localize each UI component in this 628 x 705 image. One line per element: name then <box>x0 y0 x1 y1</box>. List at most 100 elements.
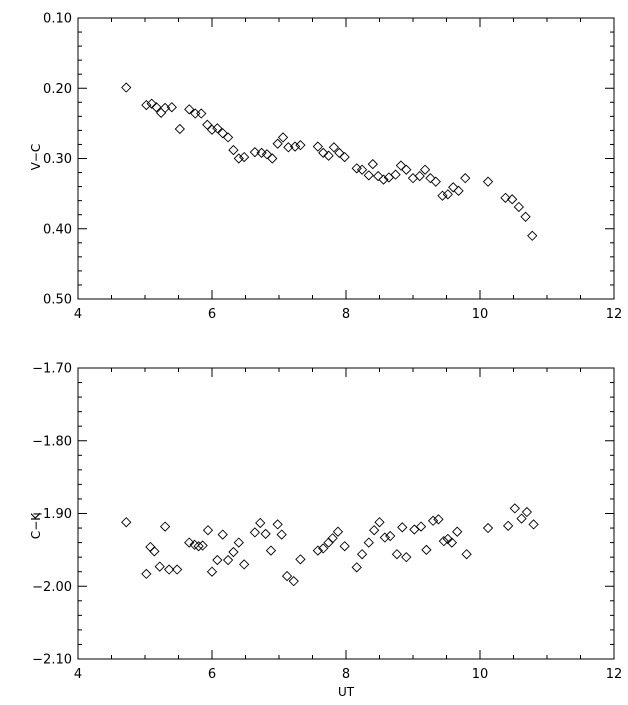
vc-data-point <box>121 82 132 93</box>
vc-data-point <box>256 147 267 159</box>
vc-ytick-label: 0.50 <box>43 293 72 308</box>
ck-ylabel: C−K <box>29 512 43 539</box>
vc-data-point <box>356 164 368 175</box>
vc-data-point <box>312 141 323 152</box>
ck-data-point <box>239 559 250 570</box>
ck-data-point <box>452 526 463 537</box>
vc-data-point <box>351 163 362 174</box>
vc-data-point <box>460 173 471 184</box>
vc-data-point <box>295 140 306 151</box>
ck-data-point <box>222 554 234 566</box>
ck-xtick-label: 10 <box>472 667 489 682</box>
ck-data-point <box>312 545 323 556</box>
vc-ytick-label: 0.10 <box>43 12 72 27</box>
ck-data-point <box>288 576 299 587</box>
vc-panel: V−C 4 6 8 10 12 0.10 0.20 0.30 0.40 0.50 <box>29 12 622 323</box>
vc-data-point <box>419 164 431 175</box>
ck-data-point <box>528 519 539 530</box>
ck-data-point <box>397 522 408 533</box>
ck-data-point <box>421 544 432 556</box>
vc-data-point <box>184 104 195 115</box>
vc-ytick-label: 0.40 <box>43 222 72 237</box>
vc-data-point <box>339 151 350 163</box>
ck-data-point <box>446 537 457 548</box>
ck-data-point <box>521 506 533 518</box>
ck-data-point <box>212 554 223 566</box>
vc-data-point <box>217 128 228 139</box>
vc-data-point <box>202 119 213 130</box>
ck-data-point <box>327 533 338 544</box>
vc-data-point <box>323 150 334 161</box>
ck-data-point <box>260 528 271 540</box>
ck-data-point <box>409 524 420 535</box>
vc-data-point <box>328 142 340 153</box>
vc-data-point <box>146 98 157 109</box>
ck-data-point <box>141 568 152 580</box>
ck-data-point <box>272 519 283 530</box>
ck-data-point <box>281 570 293 582</box>
ck-ytick-label: −2.10 <box>32 653 72 668</box>
vc-data-point <box>206 124 218 135</box>
vc-data-point <box>500 192 511 203</box>
vc-data-point <box>334 147 345 159</box>
ck-data-point <box>482 522 494 534</box>
vc-data-point <box>267 153 278 164</box>
ck-data-point <box>516 513 527 524</box>
vc-ylabel: V−C <box>29 144 43 171</box>
ck-ytick-label: −1.70 <box>32 362 72 377</box>
ck-data-point <box>193 541 204 552</box>
vc-data-point <box>249 147 261 158</box>
ck-data-point <box>202 525 214 536</box>
ck-data-point <box>154 561 165 572</box>
vc-xtick-label: 10 <box>472 307 489 322</box>
ck-data-point <box>339 541 350 552</box>
vc-data-point <box>453 185 464 196</box>
vc-data-point <box>318 147 329 159</box>
ck-data-point <box>401 552 412 563</box>
ck-data-point <box>295 554 306 565</box>
vc-data-point <box>228 144 239 156</box>
ck-data-point <box>145 541 156 553</box>
ck-data-point <box>438 536 449 547</box>
ck-data-point <box>363 537 374 548</box>
ck-data-point <box>427 515 439 526</box>
vc-data-point <box>414 170 425 182</box>
vc-data-point <box>442 189 453 200</box>
vc-data-point <box>141 99 152 111</box>
vc-data-point <box>233 153 244 164</box>
vc-data-point <box>212 123 223 134</box>
ck-data-point <box>197 540 208 551</box>
ck-data-point <box>206 566 218 577</box>
ck-data-point <box>217 529 228 540</box>
vc-data-point <box>520 211 531 222</box>
vc-data-point <box>222 132 234 143</box>
vc-data-point <box>261 149 273 160</box>
ck-data-point <box>159 521 171 532</box>
ck-plot-frame <box>77 367 615 660</box>
ck-data-point <box>265 545 277 556</box>
vc-data-point <box>277 132 289 143</box>
ck-data-point <box>509 503 520 514</box>
ck-data-point <box>255 517 266 529</box>
vc-xtick-label: 12 <box>606 307 623 322</box>
vc-data-point <box>174 123 185 135</box>
ck-xtick-label: 8 <box>342 667 350 682</box>
ck-data-point <box>233 537 244 548</box>
ck-ytick-label: −2.00 <box>32 580 72 595</box>
ck-data-point <box>318 543 329 554</box>
vc-data-point <box>196 108 207 119</box>
vc-data-point <box>430 176 441 187</box>
vc-data-point <box>378 174 389 185</box>
ck-data-point <box>369 525 380 536</box>
vc-ytick-label: 0.30 <box>43 152 72 167</box>
vc-data-point <box>401 164 412 175</box>
ck-data-point <box>276 529 287 540</box>
vc-xtick-label: 4 <box>74 307 82 322</box>
vc-data-point <box>507 194 518 205</box>
ck-data-point <box>184 537 195 548</box>
ck-data-point <box>379 532 390 543</box>
vc-data-point <box>513 201 524 213</box>
vc-data-point <box>367 158 378 170</box>
ck-data-point <box>385 530 396 542</box>
